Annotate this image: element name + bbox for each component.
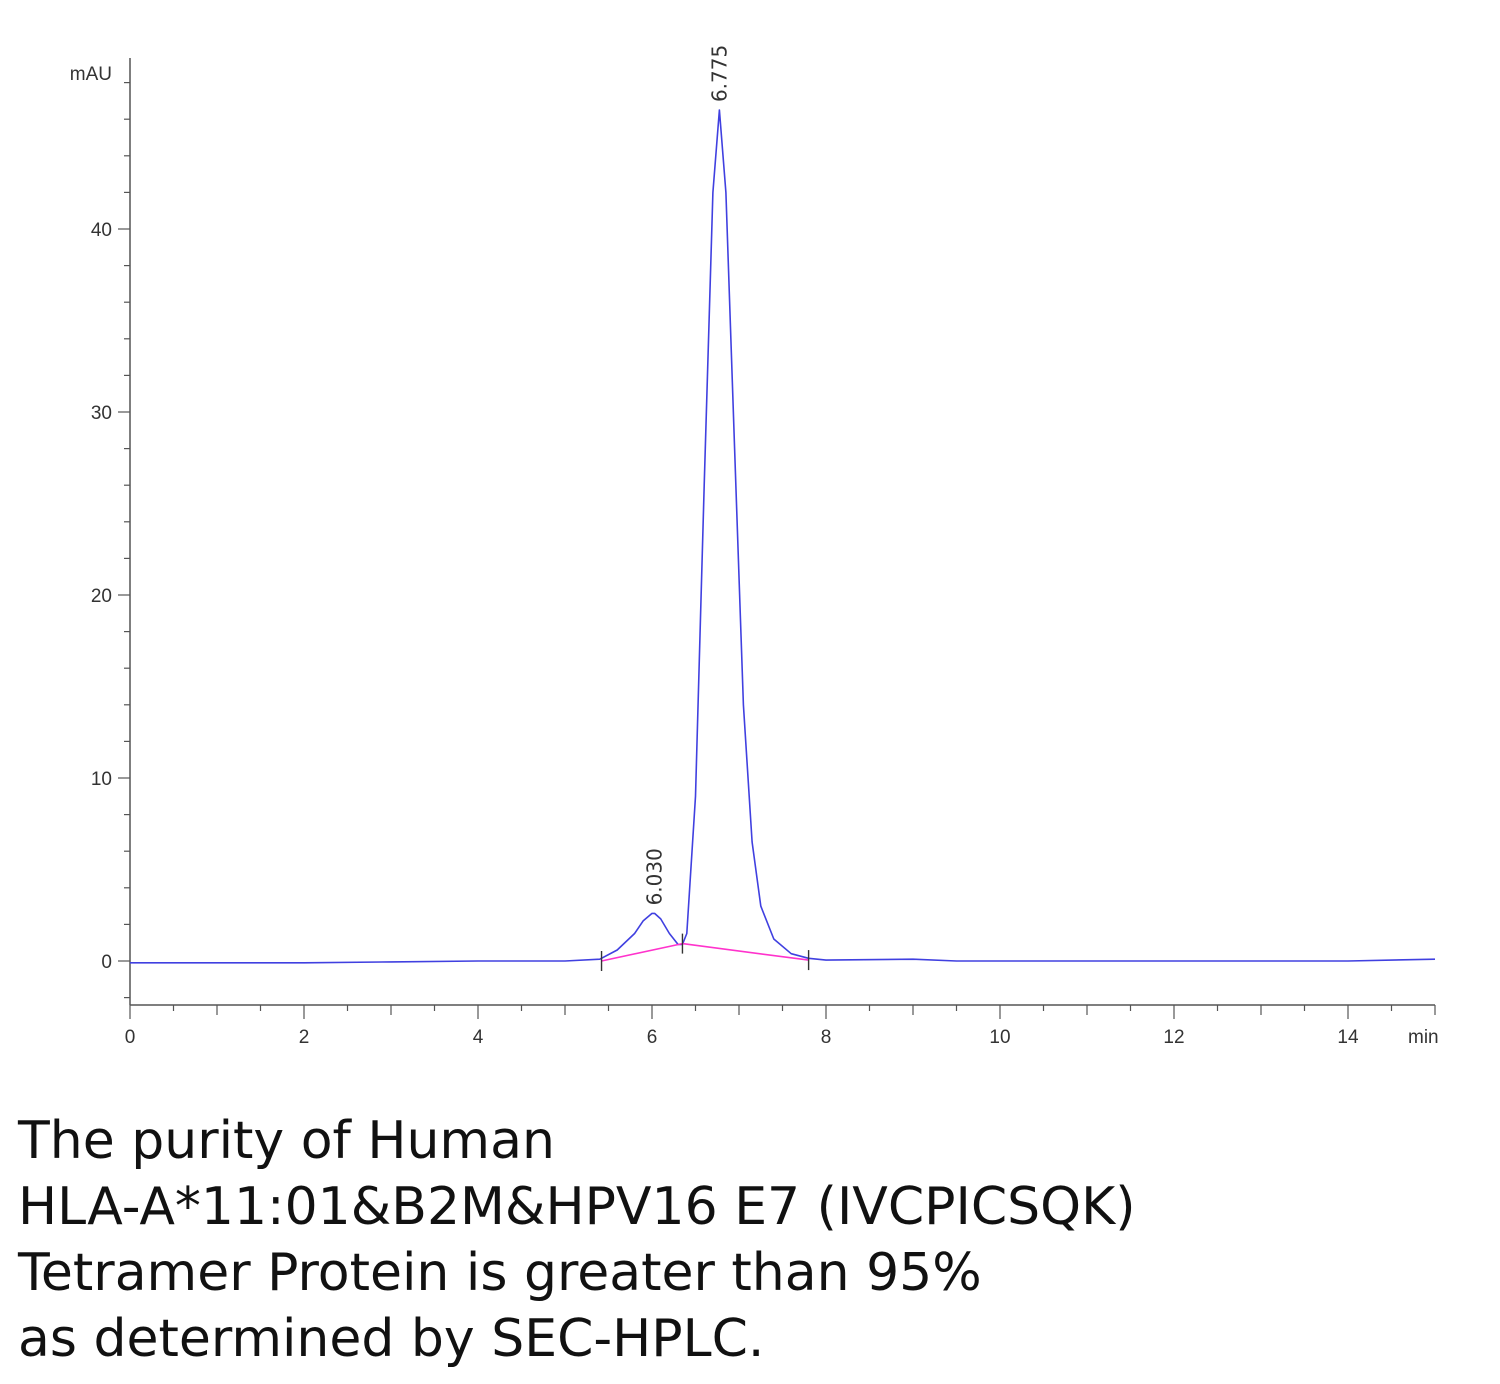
y-tick-label: 30 [91, 403, 112, 424]
x-tick-label: 4 [473, 1027, 484, 1048]
x-tick-label: 0 [125, 1027, 136, 1048]
caption-line-3: Tetramer Protein is greater than 95% [18, 1243, 982, 1303]
x-tick-label: 6 [647, 1027, 658, 1048]
x-tick-label: 14 [1337, 1027, 1359, 1048]
chart-peak-labels: 6.030 6.775 [643, 45, 732, 906]
caption-line-4: as determined by SEC-HPLC. [18, 1309, 765, 1369]
y-tick-label: 0 [101, 952, 112, 973]
chart-series [130, 109, 1436, 971]
x-tick-label: 10 [989, 1027, 1010, 1048]
chart-ticks: 0 10 20 30 40 0 2 4 6 8 10 12 14 [91, 81, 1436, 1048]
signal-trace-line [130, 109, 1436, 964]
x-axis-unit-label: min [1408, 1027, 1439, 1048]
x-tick-label: 12 [1163, 1027, 1184, 1048]
chart-axes [129, 58, 1435, 1006]
y-tick-label: 20 [91, 586, 112, 607]
y-axis-unit-label: mAU [70, 64, 112, 85]
peak-label: 6.030 [643, 848, 667, 905]
caption-line-1: The purity of Human [18, 1111, 555, 1171]
y-tick-label: 40 [91, 220, 112, 241]
purity-caption: The purity of Human HLA-A*11:01&B2M&HPV1… [18, 1108, 1488, 1372]
x-tick-label: 2 [299, 1027, 310, 1048]
peak-label: 6.775 [707, 45, 731, 102]
chromatogram-chart: 0 10 20 30 40 0 2 4 6 8 10 12 14 6.030 6.775 mAU min [70, 45, 1439, 1048]
caption-line-2: HLA-A*11:01&B2M&HPV16 E7 (IVCPICSQK) [18, 1177, 1136, 1237]
baseline-integration-line [601, 942, 809, 962]
x-tick-label: 8 [821, 1027, 832, 1048]
y-tick-label: 10 [91, 769, 112, 790]
